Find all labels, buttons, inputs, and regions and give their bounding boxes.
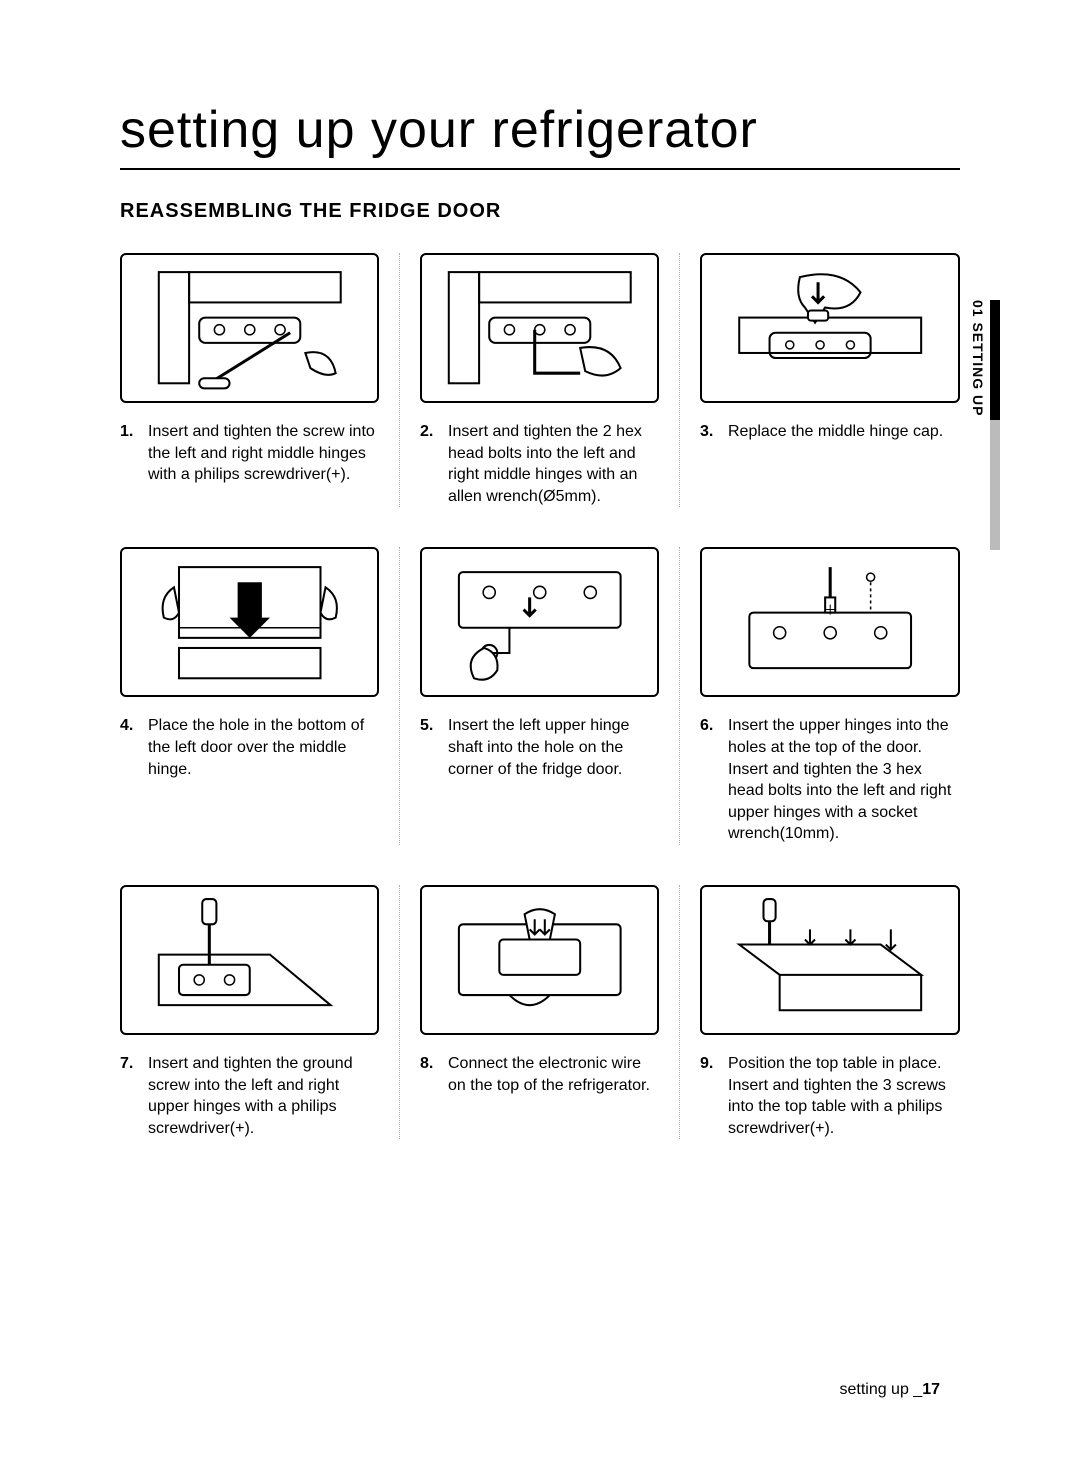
step-7: 7. Insert and tighten the ground screw i… <box>120 885 400 1139</box>
step-number: 5. <box>420 715 448 780</box>
step-1-illustration <box>120 253 379 403</box>
step-number: 6. <box>700 715 728 845</box>
hinge-allen-icon <box>434 262 646 393</box>
ground-screw-icon <box>135 894 365 1025</box>
step-2: 2. Insert and tighten the 2 hex head bol… <box>400 253 680 507</box>
step-5: 5. Insert the left upper hinge shaft int… <box>400 547 680 845</box>
step-6-illustration <box>700 547 960 697</box>
step-number: 4. <box>120 715 148 780</box>
footer-label: setting up _ <box>839 1381 922 1398</box>
step-3-illustration <box>700 253 960 403</box>
step-body: Connect the electronic wire on the top o… <box>448 1053 659 1096</box>
step-8-illustration <box>420 885 659 1035</box>
page-footer: setting up _17 <box>839 1381 940 1399</box>
step-6-text: 6. Insert the upper hinges into the hole… <box>700 715 960 845</box>
step-4-text: 4. Place the hole in the bottom of the l… <box>120 715 379 780</box>
step-3-text: 3. Replace the middle hinge cap. <box>700 421 960 443</box>
step-body: Position the top table in place. Insert … <box>728 1053 960 1139</box>
upper-hinge-insert-icon <box>434 557 646 688</box>
step-number: 9. <box>700 1053 728 1139</box>
step-8: 8. Connect the electronic wire on the to… <box>400 885 680 1139</box>
step-body: Insert and tighten the ground screw into… <box>148 1053 379 1139</box>
upper-hinge-bolts-icon <box>715 557 945 688</box>
step-9: 9. Position the top table in place. Inse… <box>680 885 960 1139</box>
page-title: setting up your refrigerator <box>120 100 960 160</box>
hinge-screwdriver-icon <box>135 262 365 393</box>
step-2-text: 2. Insert and tighten the 2 hex head bol… <box>420 421 659 507</box>
step-9-text: 9. Position the top table in place. Inse… <box>700 1053 960 1139</box>
section-tab-label: 01 SETTING UP <box>970 300 986 416</box>
step-body: Insert the upper hinges into the holes a… <box>728 715 960 845</box>
hinge-cap-icon <box>715 262 945 393</box>
step-1: 1. Insert and tighten the screw into the… <box>120 253 400 507</box>
step-body: Insert and tighten the screw into the le… <box>148 421 379 486</box>
step-7-illustration <box>120 885 379 1035</box>
steps-grid: 1. Insert and tighten the screw into the… <box>120 253 960 1139</box>
section-heading: REASSEMBLING THE FRIDGE DOOR <box>120 200 960 223</box>
step-6: 6. Insert the upper hinges into the hole… <box>680 547 960 845</box>
step-4: 4. Place the hole in the bottom of the l… <box>120 547 400 845</box>
step-4-illustration <box>120 547 379 697</box>
footer-page-number: 17 <box>922 1381 940 1398</box>
step-body: Insert and tighten the 2 hex head bolts … <box>448 421 659 507</box>
step-body: Place the hole in the bottom of the left… <box>148 715 379 780</box>
step-5-text: 5. Insert the left upper hinge shaft int… <box>420 715 659 780</box>
step-number: 7. <box>120 1053 148 1139</box>
section-tab: 01 SETTING UP <box>972 300 1000 550</box>
step-9-illustration <box>700 885 960 1035</box>
top-table-icon <box>715 894 945 1025</box>
step-1-text: 1. Insert and tighten the screw into the… <box>120 421 379 486</box>
title-rule <box>120 168 960 170</box>
step-2-illustration <box>420 253 659 403</box>
step-body: Insert the left upper hinge shaft into t… <box>448 715 659 780</box>
step-number: 8. <box>420 1053 448 1096</box>
door-lower-icon <box>135 557 365 688</box>
step-number: 3. <box>700 421 728 443</box>
step-7-text: 7. Insert and tighten the ground screw i… <box>120 1053 379 1139</box>
step-5-illustration <box>420 547 659 697</box>
manual-page: setting up your refrigerator REASSEMBLIN… <box>0 0 1080 1469</box>
step-3: 3. Replace the middle hinge cap. <box>680 253 960 507</box>
step-number: 2. <box>420 421 448 507</box>
wire-connect-icon <box>434 894 646 1025</box>
step-number: 1. <box>120 421 148 486</box>
step-body: Replace the middle hinge cap. <box>728 421 960 443</box>
tab-marker-inactive <box>990 420 1000 550</box>
tab-marker-active <box>990 300 1000 420</box>
step-8-text: 8. Connect the electronic wire on the to… <box>420 1053 659 1096</box>
